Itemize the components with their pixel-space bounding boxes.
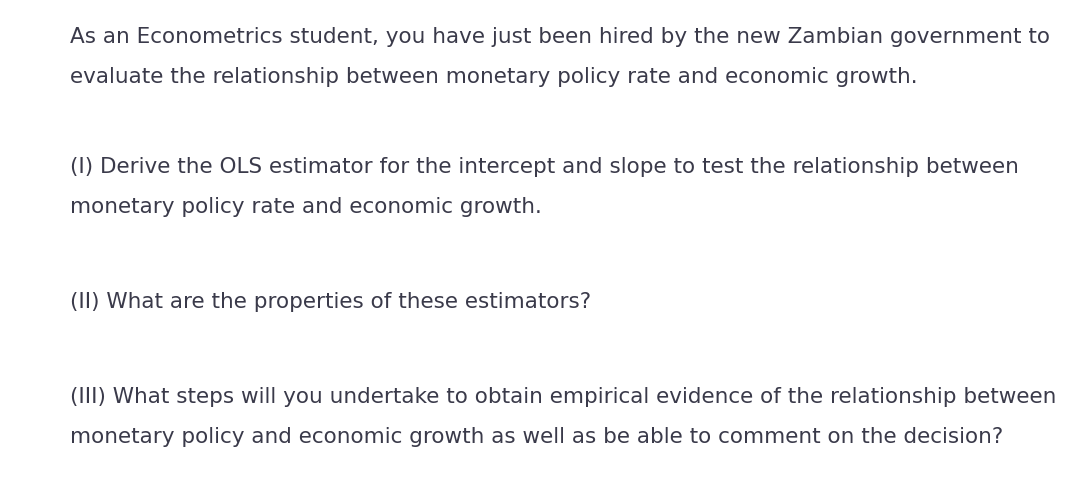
Text: evaluate the relationship between monetary policy rate and economic growth.: evaluate the relationship between moneta… [70,67,918,87]
Text: As an Econometrics student, you have just been hired by the new Zambian governme: As an Econometrics student, you have jus… [70,27,1050,47]
Text: monetary policy and economic growth as well as be able to comment on the decisio: monetary policy and economic growth as w… [70,427,1003,447]
Text: (I) Derive the OLS estimator for the intercept and slope to test the relationshi: (I) Derive the OLS estimator for the int… [70,157,1020,177]
Text: monetary policy rate and economic growth.: monetary policy rate and economic growth… [70,197,542,217]
Text: (II) What are the properties of these estimators?: (II) What are the properties of these es… [70,292,592,312]
Text: (III) What steps will you undertake to obtain empirical evidence of the relation: (III) What steps will you undertake to o… [70,387,1056,407]
